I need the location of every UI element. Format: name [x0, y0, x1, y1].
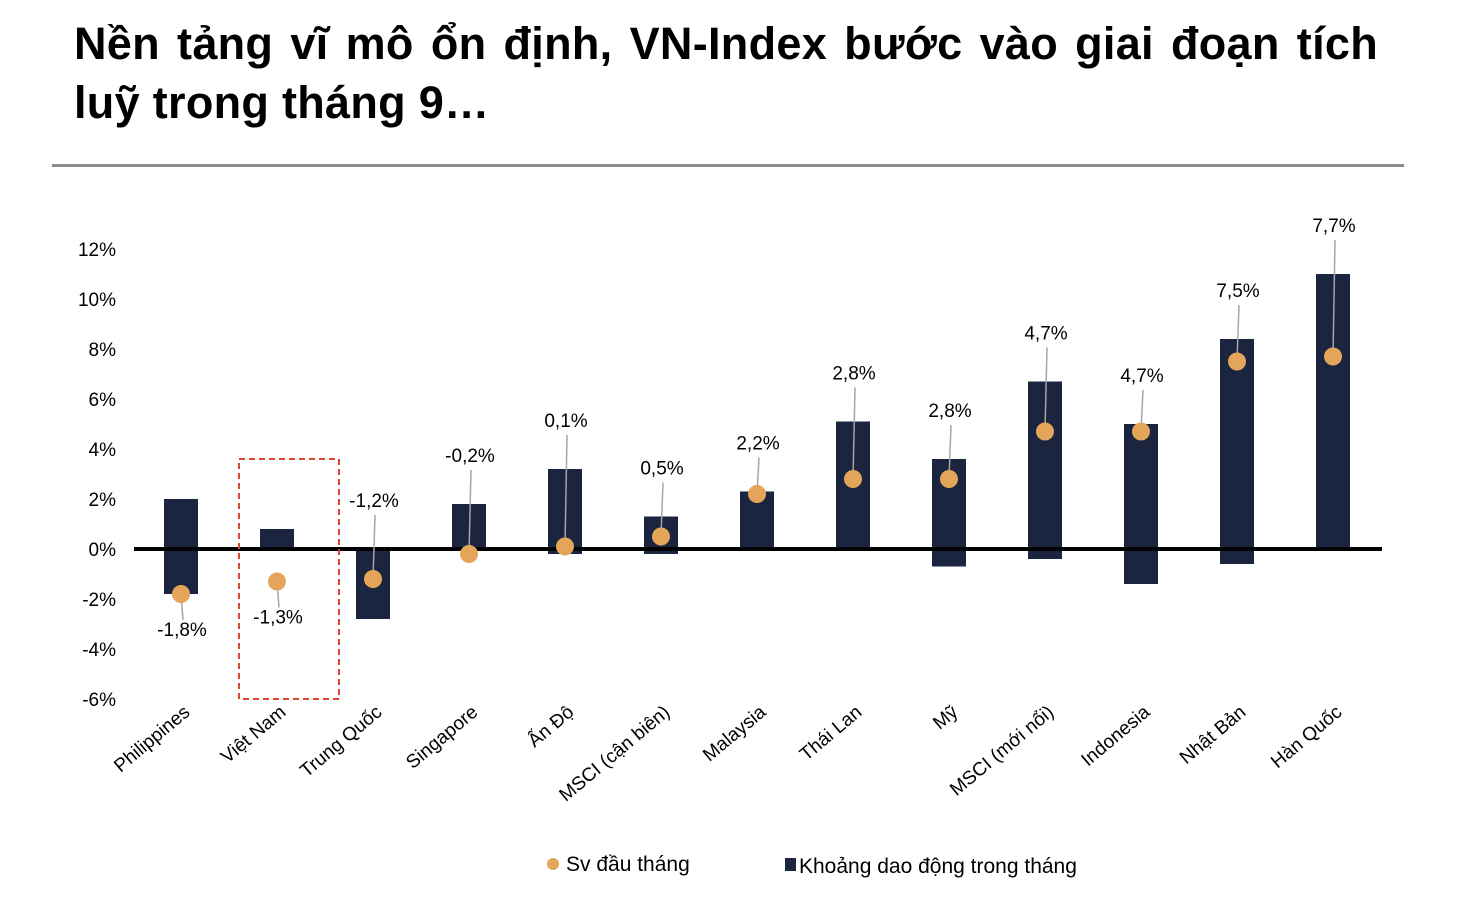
- x-category-label: Việt Nam: [217, 702, 290, 768]
- page-title: Nền tảng vĩ mô ổn định, VN-Index bước và…: [74, 18, 1378, 128]
- legend-dot-label: Sv đầu tháng: [566, 853, 690, 876]
- start-value-dot: [1228, 352, 1246, 371]
- data-label: -0,2%: [445, 446, 495, 467]
- data-label: 2,2%: [736, 434, 779, 455]
- x-axis-categories: Philippines Việt Nam Trung Quốc Singapore Ấn…: [110, 701, 1346, 806]
- legend: Sv đầu tháng Khoảng dao động trong tháng: [547, 853, 1077, 878]
- y-tick-label: -6%: [82, 690, 116, 711]
- x-category-label: Malaysia: [699, 701, 770, 766]
- x-category-label: Ấn Độ: [524, 701, 579, 752]
- data-label: 7,7%: [1312, 216, 1355, 237]
- y-tick-label: 8%: [89, 340, 117, 361]
- y-tick-label: 0%: [89, 540, 117, 561]
- data-label: 7,5%: [1216, 281, 1259, 302]
- label-leader-line: [660, 482, 664, 537]
- x-category-label: MSCI (mới nổi): [946, 702, 1058, 801]
- data-label: 2,8%: [928, 401, 971, 422]
- x-category-label: Nhật Bản: [1176, 702, 1250, 769]
- legend-bar-label: Khoảng dao động trong tháng: [799, 855, 1077, 878]
- y-axis: 12% 10% 8% 6% 4% 2% 0% -2% -4% -6%: [78, 240, 116, 711]
- legend-bar-marker: [785, 858, 796, 871]
- y-tick-label: -2%: [82, 590, 116, 611]
- label-leader-line: [852, 387, 856, 480]
- start-value-dot: [460, 545, 478, 563]
- data-label: 2,8%: [832, 364, 875, 385]
- start-value-dot: [1132, 422, 1150, 441]
- x-category-label: Singapore: [402, 702, 482, 774]
- y-tick-label: 4%: [89, 440, 117, 461]
- label-leader-line: [948, 424, 952, 480]
- label-leader-line: [1236, 304, 1240, 362]
- y-tick-label: 2%: [89, 490, 117, 511]
- start-value-dots: [172, 347, 1342, 603]
- x-category-label: Hàn Quốc: [1267, 702, 1346, 773]
- start-value-dot: [1324, 347, 1342, 366]
- range-bar: [1124, 424, 1158, 584]
- x-category-label: Indonesia: [1078, 701, 1155, 770]
- data-label: 4,7%: [1024, 324, 1067, 345]
- legend-dot-marker: [547, 858, 559, 870]
- data-label: 4,7%: [1120, 366, 1163, 387]
- start-value-dot: [556, 537, 574, 556]
- start-value-dot: [268, 572, 286, 591]
- range-bar: [164, 499, 198, 594]
- x-category-label: Mỹ: [929, 701, 962, 734]
- vietnam-highlight-box: [238, 458, 340, 700]
- data-label: 0,5%: [640, 459, 683, 480]
- start-value-dot: [940, 470, 958, 488]
- data-label: -1,2%: [349, 491, 399, 512]
- data-labels: -1,8% -1,3% -1,2% -0,2% 0,1% 0,5% 2,2% 2,8% 2,8%…: [157, 216, 1356, 641]
- y-tick-label: 12%: [78, 240, 116, 261]
- y-tick-label: -4%: [82, 640, 116, 661]
- label-leader-line: [372, 514, 376, 580]
- start-value-dot: [172, 585, 190, 603]
- label-leader-lines: [180, 239, 1336, 621]
- data-label: 0,1%: [544, 411, 587, 432]
- start-value-dot: [1036, 422, 1054, 441]
- range-bar: [260, 529, 294, 549]
- x-category-label: Philippines: [110, 702, 194, 777]
- label-leader-line: [1044, 347, 1048, 432]
- start-value-dot: [364, 570, 382, 588]
- start-value-dot: [652, 527, 670, 546]
- title-divider: [52, 164, 1404, 167]
- label-leader-line: [564, 434, 568, 547]
- data-label: -1,8%: [157, 620, 207, 641]
- start-value-dot: [844, 470, 862, 488]
- range-bar: [1220, 339, 1254, 564]
- x-category-label: Trung Quốc: [296, 702, 386, 782]
- data-label: -1,3%: [253, 608, 303, 629]
- y-tick-label: 6%: [89, 390, 117, 411]
- x-category-label: Thái Lan: [796, 702, 866, 766]
- start-value-dot: [748, 485, 766, 503]
- label-leader-line: [468, 469, 472, 555]
- y-tick-label: 10%: [78, 290, 116, 311]
- label-leader-line: [1332, 239, 1336, 357]
